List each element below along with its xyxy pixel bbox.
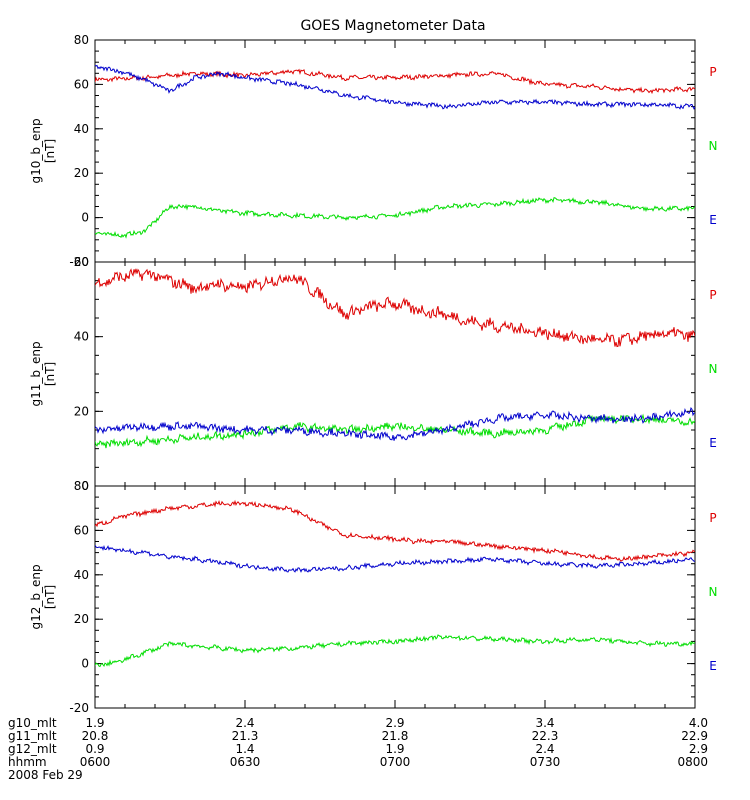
- legend-P: P: [709, 288, 716, 302]
- x-tick-label: 22.3: [532, 729, 559, 743]
- x-tick-label: 1.9: [85, 716, 104, 730]
- y-axis-unit: [nT]: [43, 139, 57, 163]
- x-tick-label: 0.9: [85, 742, 104, 756]
- x-tick-label: 0730: [530, 755, 561, 769]
- series-E-line: [95, 64, 695, 110]
- series-N-line: [95, 197, 695, 239]
- series-E-line: [95, 407, 695, 441]
- series-P-line: [95, 499, 695, 562]
- legend-N: N: [709, 585, 718, 599]
- date-label: 2008 Feb 29: [8, 768, 83, 782]
- x-tick-label: 0800: [677, 755, 708, 769]
- y-tick-label: 20: [74, 404, 89, 418]
- series-N-line: [95, 634, 695, 668]
- x-tick-label: 21.3: [232, 729, 259, 743]
- legend-E: E: [709, 213, 717, 227]
- y-tick-label: 60: [74, 255, 89, 269]
- x-tick-label: 4.0: [689, 716, 708, 730]
- y-axis-unit: [nT]: [43, 585, 57, 609]
- y-axis-label: g12_b_enp: [29, 564, 43, 629]
- series-P-line: [95, 68, 695, 95]
- x-row-label: hhmm: [8, 755, 47, 769]
- figure-title: GOES Magnetometer Data: [300, 18, 485, 34]
- y-tick-label: 20: [74, 612, 89, 626]
- legend-E: E: [709, 436, 717, 450]
- x-tick-label: 2.9: [689, 742, 708, 756]
- x-tick-label: 20.8: [82, 729, 109, 743]
- x-tick-label: 3.4: [535, 716, 554, 730]
- y-axis-unit: [nT]: [43, 362, 57, 386]
- legend-N: N: [709, 139, 718, 153]
- legend-E: E: [709, 659, 717, 673]
- legend-N: N: [709, 362, 718, 376]
- legend-P: P: [709, 65, 716, 79]
- x-axis-labels: g10_mlt 1.9 2.4 2.9 3.4 4.0 g11_mlt 20.8 21.3 21.…: [8, 716, 708, 782]
- x-tick-label: 21.8: [382, 729, 409, 743]
- x-row-label: g12_mlt: [8, 742, 57, 756]
- series-E-line: [95, 544, 695, 573]
- y-tick-label: 60: [74, 77, 89, 91]
- x-row-label: g10_mlt: [8, 716, 57, 730]
- legend-P: P: [709, 511, 716, 525]
- x-tick-label: 2.4: [235, 716, 254, 730]
- y-axis-label: g10_b_enp: [29, 118, 43, 183]
- x-tick-label: 0700: [380, 755, 411, 769]
- y-tick-label: 40: [74, 330, 89, 344]
- x-tick-label: 1.4: [235, 742, 254, 756]
- x-tick-label: 1.9: [385, 742, 404, 756]
- series-N-line: [95, 413, 695, 449]
- y-tick-label: 40: [74, 568, 89, 582]
- y-tick-label: 40: [74, 122, 89, 136]
- y-tick-label: 60: [74, 523, 89, 537]
- x-row-label: g11_mlt: [8, 729, 57, 743]
- panel-2: 0 20 40 60 g11_b_enp [nT] P N E: [29, 255, 717, 493]
- series-P-line: [95, 268, 695, 348]
- x-tick-label: 0630: [230, 755, 261, 769]
- y-tick-label: 80: [74, 33, 89, 47]
- y-tick-label: -20: [69, 255, 89, 269]
- x-tick-label: 2.4: [535, 742, 554, 756]
- x-tick-label: 22.9: [681, 729, 708, 743]
- y-tick-label: 0: [81, 479, 89, 493]
- y-tick-label: 80: [74, 479, 89, 493]
- panel-3: -20 0 20 40 60 80 g12_b_enp [nT] P N E: [29, 479, 717, 715]
- y-tick-label: -20: [69, 701, 89, 715]
- x-tick-label: 2.9: [385, 716, 404, 730]
- x-tick-label: 0600: [80, 755, 111, 769]
- y-tick-label: 0: [81, 657, 89, 671]
- y-tick-label: 0: [81, 211, 89, 225]
- y-axis-label: g11_b_enp: [29, 341, 43, 406]
- y-tick-label: 20: [74, 166, 89, 180]
